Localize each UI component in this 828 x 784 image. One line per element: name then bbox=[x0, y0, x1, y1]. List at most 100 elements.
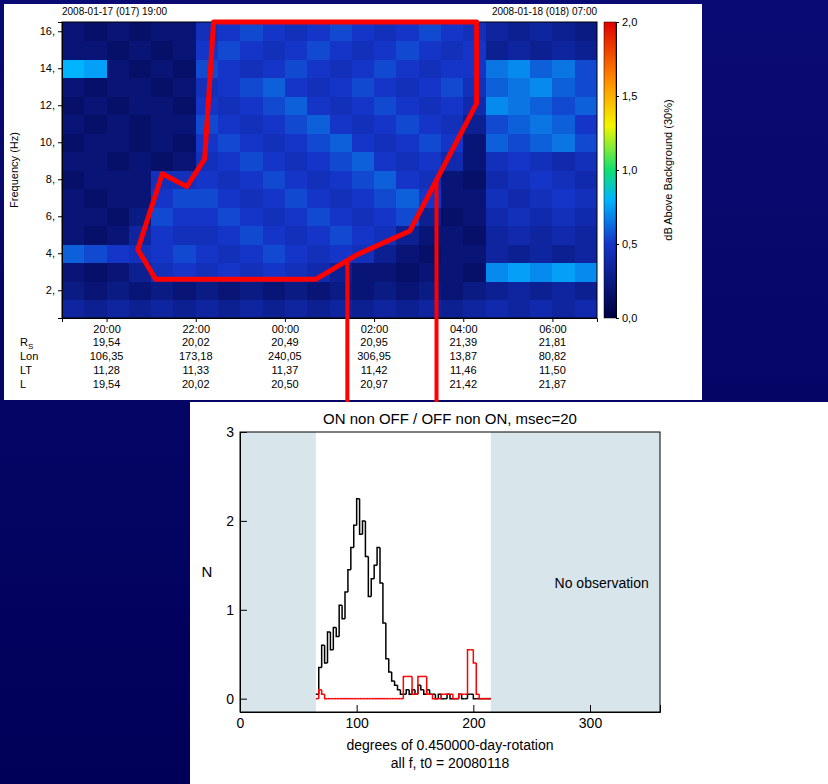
heatmap-cell bbox=[396, 300, 419, 319]
heatmap-cell bbox=[285, 300, 308, 319]
heatmap-cell bbox=[508, 96, 531, 115]
no-observation-region bbox=[491, 432, 660, 712]
heatmap-cell bbox=[129, 281, 152, 300]
heatmap-cell bbox=[552, 96, 575, 115]
heatmap-cell bbox=[107, 170, 130, 189]
histogram-step bbox=[363, 698, 366, 700]
heatmap-cell bbox=[62, 189, 85, 208]
histogram-step bbox=[476, 663, 479, 694]
heatmap-cell bbox=[374, 22, 397, 41]
heatmap-cell bbox=[107, 189, 130, 208]
ephemeris-value: 20,02 bbox=[182, 378, 210, 390]
y-axis-tick-label: 8, bbox=[46, 173, 55, 185]
heatmap-cell bbox=[552, 263, 575, 282]
heatmap-cell bbox=[151, 22, 174, 41]
histogram-step bbox=[386, 698, 389, 700]
heatmap-cell bbox=[84, 115, 107, 134]
heatmap-cell bbox=[84, 152, 107, 171]
y-axis-tick: 14, bbox=[40, 62, 62, 74]
histogram-step bbox=[473, 650, 476, 663]
heatmap-cell bbox=[374, 115, 397, 134]
heatmap-cell bbox=[396, 115, 419, 134]
heatmap-cell bbox=[307, 207, 330, 226]
heatmap-cell bbox=[530, 281, 553, 300]
histogram-step bbox=[398, 698, 401, 700]
heatmap-cell bbox=[530, 96, 553, 115]
ephemeris-value: 20,49 bbox=[271, 336, 299, 348]
heatmap-cell bbox=[218, 41, 241, 60]
heatmap-cell bbox=[530, 170, 553, 189]
x-axis-tick-label: 06:00 bbox=[539, 323, 567, 335]
ephemeris-value: 11,33 bbox=[182, 364, 209, 376]
heatmap-cell bbox=[62, 41, 85, 60]
histogram-step bbox=[482, 698, 485, 700]
heatmap-cell bbox=[441, 170, 464, 189]
heatmap-cell bbox=[263, 244, 286, 263]
heatmap-cell bbox=[374, 300, 397, 319]
histogram-step bbox=[485, 698, 488, 700]
heatmap-cell bbox=[463, 281, 486, 300]
heatmap-cell bbox=[352, 133, 375, 152]
histogram-step bbox=[485, 698, 488, 700]
ephemeris-value: 19,54 bbox=[93, 336, 121, 348]
heatmap-cell bbox=[62, 300, 85, 319]
hist-y-title: N bbox=[202, 563, 213, 580]
histogram-frame bbox=[240, 432, 660, 712]
x-axis-tick-mark bbox=[374, 318, 375, 322]
histogram-step bbox=[453, 694, 456, 698]
heatmap-cell bbox=[575, 78, 597, 97]
heatmap-cell bbox=[486, 281, 509, 300]
y-axis-tick: 12, bbox=[40, 99, 62, 111]
heatmap-cell bbox=[240, 133, 263, 152]
heatmap-cell bbox=[530, 226, 553, 245]
heatmap-cell bbox=[419, 152, 442, 171]
histogram-step bbox=[374, 565, 377, 578]
heatmap-cell bbox=[330, 189, 353, 208]
heatmap-cell bbox=[263, 41, 286, 60]
ephemeris-value: 11,28 bbox=[93, 364, 120, 376]
heatmap-cell bbox=[463, 263, 486, 282]
heatmap-cell bbox=[441, 78, 464, 97]
heatmap-cell bbox=[330, 41, 353, 60]
colorbar-axis-tick-label: 2,0 bbox=[622, 16, 637, 28]
heatmap-cell bbox=[84, 133, 107, 152]
bottom-panel-background bbox=[190, 402, 828, 784]
histogram-step bbox=[377, 698, 380, 700]
heatmap-cell bbox=[552, 78, 575, 97]
heatmap-cell bbox=[196, 170, 219, 189]
histogram-step bbox=[462, 693, 465, 695]
histogram-step bbox=[403, 676, 406, 698]
heatmap-cell bbox=[218, 133, 241, 152]
y-axis-tick-label: 2, bbox=[46, 284, 55, 296]
heatmap-cell bbox=[107, 226, 130, 245]
y-axis-tick-mark bbox=[58, 31, 62, 32]
heatmap-cell bbox=[441, 244, 464, 263]
hist-y-axis-tick-mark bbox=[240, 521, 247, 522]
hist-x-axis-tick: 100 bbox=[345, 705, 369, 731]
heatmap-cell bbox=[151, 133, 174, 152]
heatmap-cell bbox=[396, 78, 419, 97]
y-axis-tick: 6, bbox=[46, 210, 62, 222]
heatmap-cell bbox=[530, 41, 553, 60]
ephemeris-value: 20,50 bbox=[271, 378, 299, 390]
histogram-step bbox=[322, 690, 325, 694]
x-axis-tick: 02:00 bbox=[361, 318, 389, 335]
colorbar-axis-tick: 0,5 bbox=[616, 238, 637, 250]
heatmap-cell bbox=[419, 22, 442, 41]
heatmap-cell bbox=[129, 189, 152, 208]
heatmap-cell bbox=[196, 207, 219, 226]
heatmap-cell bbox=[218, 189, 241, 208]
heatmap-cell bbox=[396, 244, 419, 263]
heatmap-cell bbox=[330, 96, 353, 115]
heatmap-cell bbox=[575, 22, 597, 41]
highlight-polygon bbox=[138, 22, 477, 279]
histogram-step bbox=[421, 676, 424, 678]
colorbar-axis-tick-mark bbox=[616, 170, 619, 171]
hist-y-axis-tick-label: 2 bbox=[226, 513, 234, 529]
heatmap-cell bbox=[508, 78, 531, 97]
colorbar bbox=[604, 22, 616, 318]
heatmap-cell bbox=[263, 22, 286, 41]
histogram-step bbox=[441, 694, 444, 698]
histogram-series bbox=[316, 499, 491, 699]
y-axis-title: Frequency (Hz) bbox=[8, 132, 20, 208]
